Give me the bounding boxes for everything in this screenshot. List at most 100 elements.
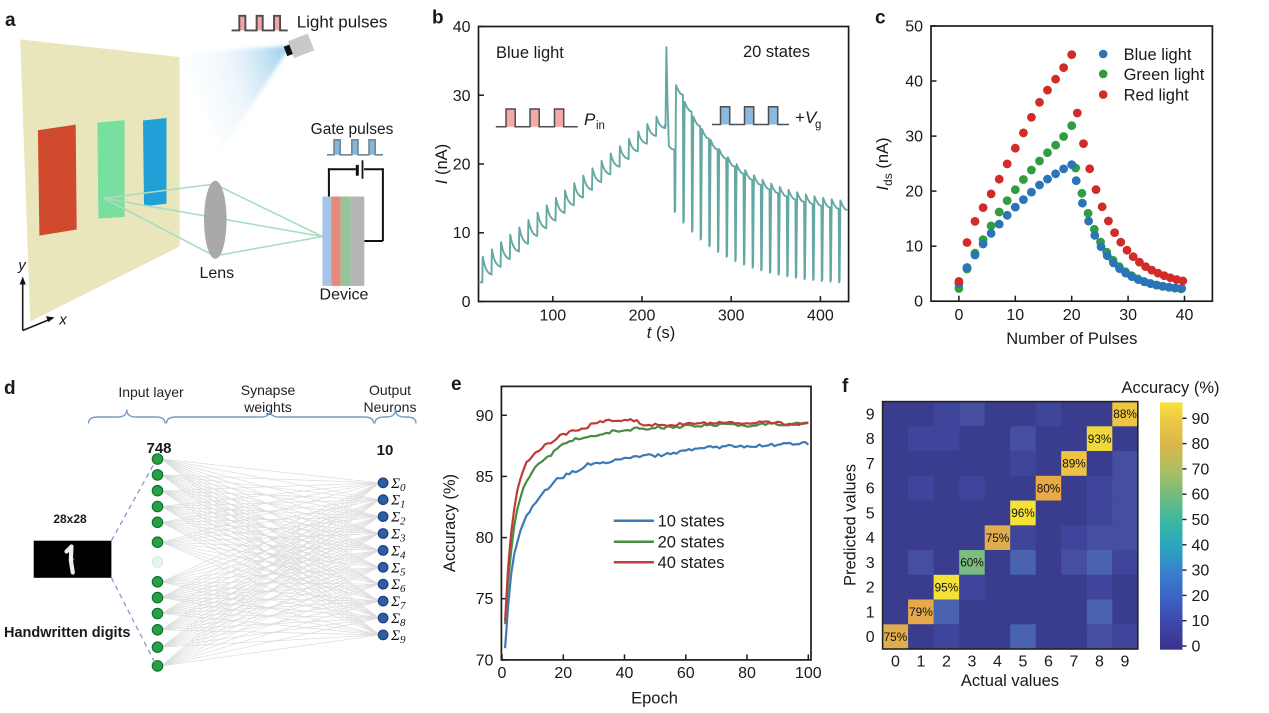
svg-text:20: 20	[554, 665, 572, 682]
svg-text:1: 1	[916, 654, 925, 671]
svg-text:Blue light: Blue light	[1124, 46, 1192, 64]
svg-text:40: 40	[616, 665, 634, 682]
svg-text:7: 7	[866, 456, 875, 473]
svg-text:80: 80	[738, 665, 756, 682]
svg-text:Accuracy (%): Accuracy (%)	[441, 474, 459, 572]
svg-text:0: 0	[462, 294, 471, 311]
svg-text:+V: +V	[795, 108, 818, 127]
svg-text:100: 100	[539, 308, 566, 325]
svg-text:Input layer: Input layer	[118, 384, 184, 400]
svg-text:Green light: Green light	[1124, 66, 1205, 84]
svg-text:20: 20	[905, 184, 923, 201]
svg-text:75%: 75%	[986, 531, 1010, 545]
svg-text:20: 20	[1063, 307, 1081, 324]
svg-text:4: 4	[866, 530, 875, 547]
svg-text:P: P	[584, 110, 596, 129]
svg-text:6: 6	[1044, 654, 1053, 671]
svg-text:3: 3	[866, 555, 875, 572]
svg-text:85: 85	[476, 469, 494, 486]
svg-text:7: 7	[1070, 654, 1079, 671]
svg-text:0: 0	[914, 294, 923, 311]
svg-text:5: 5	[866, 505, 875, 522]
svg-text:50: 50	[905, 19, 923, 36]
svg-text:95%: 95%	[935, 580, 959, 594]
svg-text:70: 70	[1192, 461, 1210, 478]
svg-text:10: 10	[453, 225, 471, 242]
svg-text:30: 30	[1119, 307, 1137, 324]
svg-text:50: 50	[1192, 512, 1210, 529]
svg-text:Output: Output	[369, 382, 411, 398]
svg-text:75: 75	[476, 591, 494, 608]
svg-text:60: 60	[1192, 487, 1210, 504]
svg-text:70: 70	[476, 652, 494, 669]
svg-text:200: 200	[629, 308, 656, 325]
svg-text:80: 80	[1192, 436, 1210, 453]
svg-text:c: c	[875, 8, 886, 29]
svg-text:1: 1	[866, 604, 875, 621]
svg-text:t (s): t (s)	[647, 324, 675, 342]
svg-text:75%: 75%	[884, 630, 908, 644]
svg-text:x: x	[58, 312, 67, 329]
svg-text:10: 10	[1192, 613, 1210, 630]
svg-text:80: 80	[476, 530, 494, 547]
svg-text:28x28: 28x28	[53, 512, 87, 526]
svg-text:f: f	[842, 376, 849, 397]
svg-text:y: y	[17, 257, 27, 274]
svg-text:9: 9	[1121, 654, 1130, 671]
svg-text:10 states: 10 states	[658, 513, 725, 531]
svg-text:Lens: Lens	[199, 265, 234, 282]
svg-text:in: in	[596, 120, 605, 132]
svg-text:96%: 96%	[1011, 506, 1035, 520]
svg-text:g: g	[815, 119, 821, 131]
svg-text:b: b	[432, 8, 444, 29]
svg-text:20 states: 20 states	[658, 534, 725, 552]
svg-text:0: 0	[498, 665, 507, 682]
svg-text:748: 748	[146, 440, 171, 457]
svg-text:0: 0	[891, 654, 900, 671]
svg-text:30: 30	[905, 129, 923, 146]
svg-text:80%: 80%	[1037, 481, 1061, 495]
svg-text:Neurons: Neurons	[364, 399, 417, 415]
svg-text:8: 8	[866, 431, 875, 448]
svg-text:a: a	[5, 10, 16, 31]
svg-text:90: 90	[476, 408, 494, 425]
svg-text:100: 100	[795, 665, 822, 682]
svg-text:e: e	[451, 374, 462, 395]
svg-text:60%: 60%	[960, 556, 984, 570]
svg-text:20 states: 20 states	[743, 43, 810, 61]
svg-text:90: 90	[1192, 411, 1210, 428]
svg-text:Handwritten digits: Handwritten digits	[4, 625, 130, 641]
svg-text:Predicted values: Predicted values	[842, 464, 860, 586]
svg-text:Device: Device	[320, 287, 369, 304]
svg-text:40 states: 40 states	[658, 554, 725, 572]
svg-text:4: 4	[993, 654, 1002, 671]
svg-text:weights: weights	[243, 399, 291, 415]
svg-text:400: 400	[807, 308, 834, 325]
svg-text:79%: 79%	[909, 605, 933, 619]
svg-text:30: 30	[1192, 563, 1210, 580]
svg-text:20: 20	[453, 157, 471, 174]
svg-text:40: 40	[1176, 307, 1194, 324]
svg-text:0: 0	[866, 629, 875, 646]
svg-text:2: 2	[942, 654, 951, 671]
svg-text:Accuracy (%): Accuracy (%)	[1121, 379, 1219, 397]
svg-text:8: 8	[1095, 654, 1104, 671]
svg-text:40: 40	[905, 74, 923, 91]
svg-text:Actual values: Actual values	[961, 672, 1059, 690]
svg-text:10: 10	[377, 442, 394, 459]
svg-text:Epoch: Epoch	[631, 690, 678, 708]
svg-text:Red light: Red light	[1124, 87, 1190, 105]
svg-text:60: 60	[677, 665, 695, 682]
svg-text:d: d	[4, 378, 16, 399]
svg-text:2: 2	[866, 580, 875, 597]
svg-text:Number of Pulses: Number of Pulses	[1006, 330, 1137, 348]
svg-text:88%: 88%	[1113, 407, 1137, 421]
svg-text:20: 20	[1192, 588, 1210, 605]
svg-text:Synapse: Synapse	[241, 382, 296, 398]
svg-text:30: 30	[453, 88, 471, 105]
svg-text:0: 0	[1192, 639, 1201, 656]
svg-text:Blue light: Blue light	[496, 44, 564, 62]
svg-text:5: 5	[1019, 654, 1028, 671]
svg-text:10: 10	[905, 239, 923, 256]
svg-text:6: 6	[866, 481, 875, 498]
